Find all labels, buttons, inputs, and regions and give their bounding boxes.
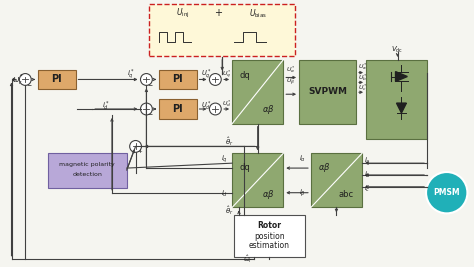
Text: abc: abc	[339, 190, 354, 199]
Circle shape	[19, 74, 31, 85]
Circle shape	[140, 74, 152, 85]
Text: $U_\alpha^*$: $U_\alpha^*$	[286, 64, 296, 75]
Bar	[232, 60, 283, 124]
Text: dq: dq	[239, 163, 250, 172]
Polygon shape	[397, 103, 406, 113]
Text: detection: detection	[73, 172, 102, 178]
Circle shape	[130, 140, 141, 152]
Text: $i_\beta$: $i_\beta$	[299, 188, 306, 199]
Bar	[149, 4, 295, 56]
Text: $i_a$: $i_a$	[364, 156, 371, 166]
Bar	[48, 153, 127, 188]
Text: magnetic polarity: magnetic polarity	[59, 162, 115, 167]
Bar	[232, 153, 283, 207]
Text: $i_d^*$: $i_d^*$	[102, 99, 110, 113]
Text: +: +	[137, 149, 142, 154]
Circle shape	[210, 74, 221, 85]
Bar	[311, 153, 362, 207]
Text: $\hat{\omega}_r$: $\hat{\omega}_r$	[243, 254, 253, 265]
Text: $i_d$: $i_d$	[221, 189, 228, 199]
Text: $U_a^*$: $U_a^*$	[358, 61, 368, 72]
Polygon shape	[395, 72, 407, 81]
Text: +: +	[214, 9, 222, 18]
Bar	[234, 215, 305, 257]
Circle shape	[426, 172, 467, 213]
Text: $\hat{\theta}_r$: $\hat{\theta}_r$	[225, 135, 234, 148]
Text: $U_b^*$: $U_b^*$	[358, 72, 368, 83]
Circle shape	[210, 103, 221, 115]
Text: $U_d^*$: $U_d^*$	[222, 99, 232, 109]
Text: $U_{\mathrm{inj}}$: $U_{\mathrm{inj}}$	[176, 7, 190, 20]
Bar	[366, 60, 427, 139]
Text: $U_d^*$: $U_d^*$	[201, 99, 211, 113]
Text: −: −	[27, 82, 32, 87]
Text: $U_\beta^*$: $U_\beta^*$	[286, 76, 296, 88]
Text: PI: PI	[52, 74, 62, 84]
Text: $\omega_r^*$: $\omega_r^*$	[11, 72, 24, 87]
Text: $i_c$: $i_c$	[364, 184, 371, 194]
Text: −: −	[148, 111, 153, 116]
Text: $U_q^*$: $U_q^*$	[201, 67, 211, 82]
Text: $i_q^*$: $i_q^*$	[127, 67, 135, 82]
Text: SVPWM: SVPWM	[308, 87, 347, 96]
Circle shape	[140, 103, 152, 115]
Text: $U_{\mathrm{bias}}$: $U_{\mathrm{bias}}$	[248, 7, 267, 20]
Text: $i_b$: $i_b$	[364, 170, 371, 180]
Text: dq: dq	[239, 71, 250, 80]
Text: PI: PI	[173, 74, 183, 84]
Text: $\hat{\theta}_r$: $\hat{\theta}_r$	[225, 204, 234, 217]
Text: estimation: estimation	[249, 241, 290, 250]
Text: $V_{\mathrm{dc}}$: $V_{\mathrm{dc}}$	[392, 45, 404, 55]
Text: PMSM: PMSM	[433, 188, 460, 197]
Bar	[38, 70, 75, 89]
Text: $U_c^*$: $U_c^*$	[358, 82, 368, 93]
Text: Rotor: Rotor	[257, 221, 282, 230]
Text: $i_q$: $i_q$	[221, 154, 228, 165]
Text: $\alpha\beta$: $\alpha\beta$	[319, 161, 331, 174]
Bar	[159, 70, 197, 89]
Text: $\alpha\beta$: $\alpha\beta$	[262, 103, 275, 116]
Text: position: position	[254, 231, 285, 241]
Bar	[299, 60, 356, 124]
Text: PI: PI	[173, 104, 183, 114]
Text: $\alpha\beta$: $\alpha\beta$	[262, 188, 275, 201]
Text: −: −	[148, 82, 153, 87]
Text: $i_\alpha$: $i_\alpha$	[299, 154, 306, 164]
Bar	[159, 99, 197, 119]
Text: $U_q^*$: $U_q^*$	[222, 69, 232, 81]
